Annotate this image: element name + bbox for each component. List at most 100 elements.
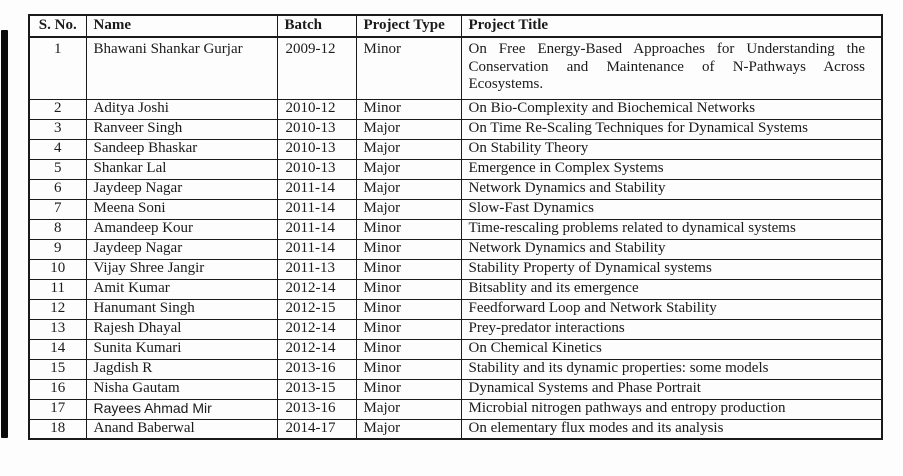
- cell-sno: 13: [28, 318, 87, 340]
- table-row: 14 Sunita Kumari 2012-14 Minor On Chemical K…: [28, 338, 883, 360]
- table-row: 8 Amandeep Kour 2011-14 Minor Time-rescaling…: [28, 218, 883, 240]
- cell-type: Minor: [355, 238, 462, 260]
- cell-title: On Time Re-Scaling Techniques for Dynami…: [460, 118, 883, 140]
- cell-type: Minor: [355, 258, 462, 280]
- table-row: 11 Amit Kumar 2012-14 Minor Bitsablity and i…: [28, 278, 883, 300]
- cell-batch: 2011-14: [276, 238, 357, 260]
- cell-type: Minor: [355, 98, 462, 120]
- cell-name: Amandeep Kour: [85, 218, 278, 240]
- header-sno: S. No.: [28, 14, 87, 38]
- cell-sno: 15: [28, 358, 87, 380]
- cell-sno: 17: [28, 398, 87, 420]
- cell-name: Aditya Joshi: [85, 98, 278, 120]
- table-row: 4 Sandeep Bhaskar 2010-13 Major On Stability…: [28, 138, 883, 160]
- cell-name: Hanumant Singh: [85, 298, 278, 320]
- cell-sno: 14: [28, 338, 87, 360]
- cell-batch: 2011-13: [276, 258, 357, 280]
- cell-type: Major: [355, 118, 462, 140]
- header-batch: Batch: [276, 14, 357, 38]
- table-row: 1 Bhawani Shankar Gurjar 2009-12 Minor On Fr…: [28, 36, 883, 100]
- cell-name: Jaydeep Nagar: [85, 238, 278, 260]
- cell-type: Major: [355, 198, 462, 220]
- cell-type: Major: [355, 138, 462, 160]
- cell-batch: 2010-13: [276, 158, 357, 180]
- cell-sno: 10: [28, 258, 87, 280]
- table-row: 18 Anand Baberwal 2014-17 Major On elementar…: [28, 418, 883, 440]
- cell-type: Minor: [355, 218, 462, 240]
- table-row: 17 Rayees Ahmad Mir 2013-16 Major Microbial …: [28, 398, 883, 420]
- cell-name: Sunita Kumari: [85, 338, 278, 360]
- table-row: 9 Jaydeep Nagar 2011-14 Minor Network Dynami…: [28, 238, 883, 260]
- cell-sno: 16: [28, 378, 87, 400]
- cell-title: On Chemical Kinetics: [460, 338, 883, 360]
- cell-name: Jaydeep Nagar: [85, 178, 278, 200]
- cell-name: Nisha Gautam: [85, 378, 278, 400]
- table-row: 7 Meena Soni 2011-14 Major Slow-Fast Dynamic…: [28, 198, 883, 220]
- cell-type: Major: [355, 178, 462, 200]
- cell-batch: 2013-16: [276, 358, 357, 380]
- cell-batch: 2011-14: [276, 218, 357, 240]
- cell-title: Microbial nitrogen pathways and entropy …: [460, 398, 883, 420]
- scan-edge-artifact: [1, 30, 8, 438]
- cell-sno: 7: [28, 198, 87, 220]
- cell-sno: 1: [28, 36, 87, 100]
- cell-title: Emergence in Complex Systems: [460, 158, 883, 180]
- cell-name: Ranveer Singh: [85, 118, 278, 140]
- cell-name: Anand Baberwal: [85, 418, 278, 440]
- cell-sno: 3: [28, 118, 87, 140]
- cell-type: Minor: [355, 338, 462, 360]
- cell-title: On Free Energy-Based Approaches for Unde…: [460, 36, 883, 100]
- cell-sno: 9: [28, 238, 87, 260]
- header-project-type: Project Type: [355, 14, 462, 38]
- cell-batch: 2011-14: [276, 178, 357, 200]
- cell-sno: 12: [28, 298, 87, 320]
- cell-title: Stability Property of Dynamical systems: [460, 258, 883, 280]
- cell-name: Sandeep Bhaskar: [85, 138, 278, 160]
- cell-title: Network Dynamics and Stability: [460, 238, 883, 260]
- table-row: 3 Ranveer Singh 2010-13 Major On Time Re-Sca…: [28, 118, 883, 140]
- cell-type: Minor: [355, 298, 462, 320]
- table-row: 10 Vijay Shree Jangir 2011-13 Minor Stabilit…: [28, 258, 883, 280]
- cell-type: Minor: [355, 278, 462, 300]
- cell-title: Bitsablity and its emergence: [460, 278, 883, 300]
- cell-name: Bhawani Shankar Gurjar: [85, 36, 278, 100]
- cell-name: Jagdish R: [85, 358, 278, 380]
- cell-title: Feedforward Loop and Network Stability: [460, 298, 883, 320]
- cell-batch: 2014-17: [276, 418, 357, 440]
- cell-title: Slow-Fast Dynamics: [460, 198, 883, 220]
- cell-batch: 2012-14: [276, 318, 357, 340]
- cell-batch: 2012-14: [276, 278, 357, 300]
- cell-batch: 2012-15: [276, 298, 357, 320]
- cell-title: Prey-predator interactions: [460, 318, 883, 340]
- header-name: Name: [85, 14, 278, 38]
- cell-name: Meena Soni: [85, 198, 278, 220]
- projects-table: S. No. Name Batch Project Type Project T…: [28, 14, 883, 440]
- cell-sno: 2: [28, 98, 87, 120]
- cell-batch: 2010-12: [276, 98, 357, 120]
- cell-type: Minor: [355, 36, 462, 100]
- cell-sno: 5: [28, 158, 87, 180]
- cell-name: Amit Kumar: [85, 278, 278, 300]
- table-row: 5 Shankar Lal 2010-13 Major Emergence in Com…: [28, 158, 883, 180]
- cell-title: Stability and its dynamic properties: so…: [460, 358, 883, 380]
- cell-batch: 2009-12: [276, 36, 357, 100]
- table-row: 16 Nisha Gautam 2013-15 Minor Dynamical Syst…: [28, 378, 883, 400]
- table-body: 1 Bhawani Shankar Gurjar 2009-12 Minor On Fr…: [28, 36, 883, 440]
- header-row: S. No. Name Batch Project Type Project T…: [28, 14, 883, 38]
- cell-title: On elementary flux modes and its analysi…: [460, 418, 883, 440]
- cell-batch: 2011-14: [276, 198, 357, 220]
- cell-type: Minor: [355, 378, 462, 400]
- cell-batch: 2010-13: [276, 138, 357, 160]
- cell-batch: 2013-16: [276, 398, 357, 420]
- cell-batch: 2010-13: [276, 118, 357, 140]
- table-row: 13 Rajesh Dhayal 2012-14 Minor Prey-predator…: [28, 318, 883, 340]
- cell-sno: 8: [28, 218, 87, 240]
- cell-title: Time-rescaling problems related to dynam…: [460, 218, 883, 240]
- cell-type: Major: [355, 158, 462, 180]
- table-header: S. No. Name Batch Project Type Project T…: [28, 14, 883, 38]
- cell-name: Rayees Ahmad Mir: [85, 398, 278, 420]
- cell-title: On Bio-Complexity and Biochemical Networ…: [460, 98, 883, 120]
- cell-name: Vijay Shree Jangir: [85, 258, 278, 280]
- cell-type: Minor: [355, 358, 462, 380]
- table-row: 15 Jagdish R 2013-16 Minor Stability and its…: [28, 358, 883, 380]
